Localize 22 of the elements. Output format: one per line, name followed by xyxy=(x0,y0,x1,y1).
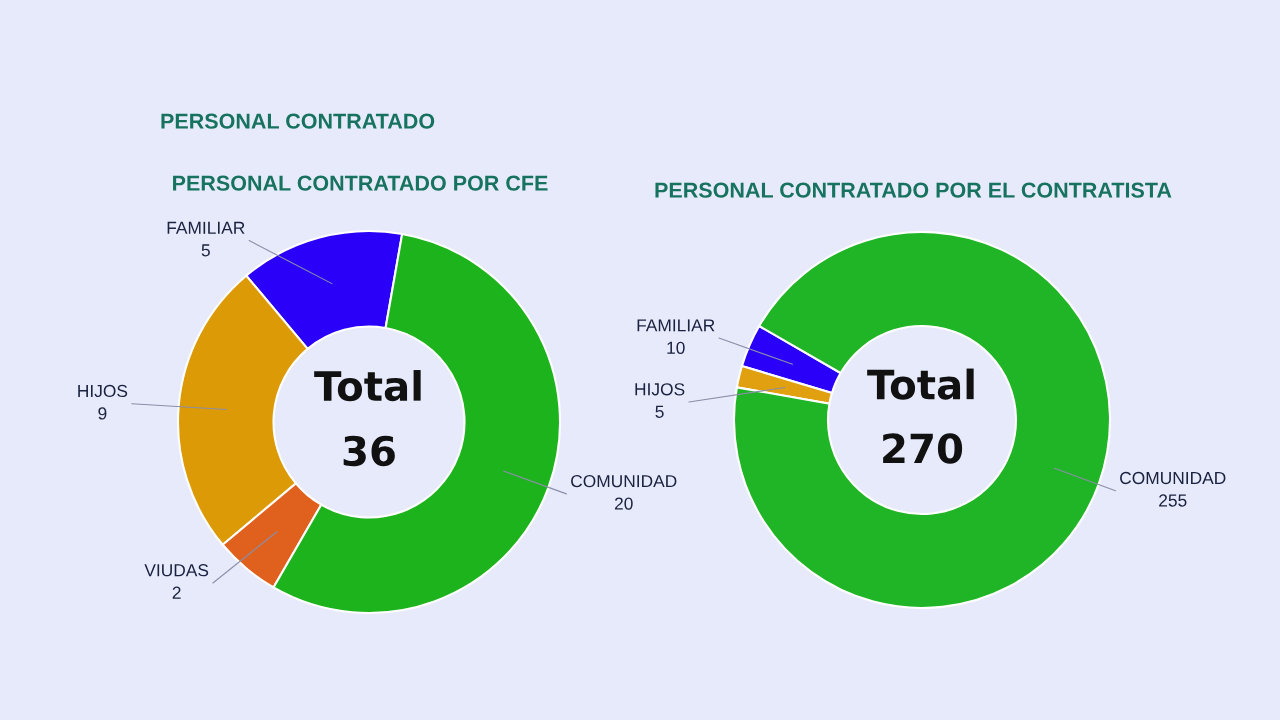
slice-label: FAMILIAR xyxy=(167,221,245,234)
data-label: 2 xyxy=(172,586,181,599)
slice-label: HIJOS xyxy=(78,384,128,398)
data-label: 5 xyxy=(201,244,210,257)
data-label: 9 xyxy=(98,407,107,420)
data-label: 5 xyxy=(655,405,664,418)
text: 36 xyxy=(343,435,395,467)
data-label: 10 xyxy=(667,341,685,354)
data-label: 20 xyxy=(614,497,633,510)
text: 270 xyxy=(883,433,963,464)
slice-label: FAMILIAR xyxy=(637,319,715,332)
chart-subtitle: PERSONAL CONTRATADO POR CFE xyxy=(173,175,548,191)
chart-title: PERSONAL CONTRATADO xyxy=(161,113,435,129)
donut-slice xyxy=(732,230,1112,610)
chart-title: PERSONAL CONTRATADO POR EL CONTRATISTA xyxy=(655,182,1172,198)
slice-label: HIJOS xyxy=(635,383,685,396)
text: Total xyxy=(867,368,974,400)
text: Total xyxy=(314,370,421,402)
slice-label: COMUNIDAD xyxy=(571,474,677,488)
slice-label: COMUNIDAD xyxy=(1120,471,1226,485)
data-label: 255 xyxy=(1159,494,1187,507)
slice-label: VIUDAS xyxy=(144,564,209,577)
